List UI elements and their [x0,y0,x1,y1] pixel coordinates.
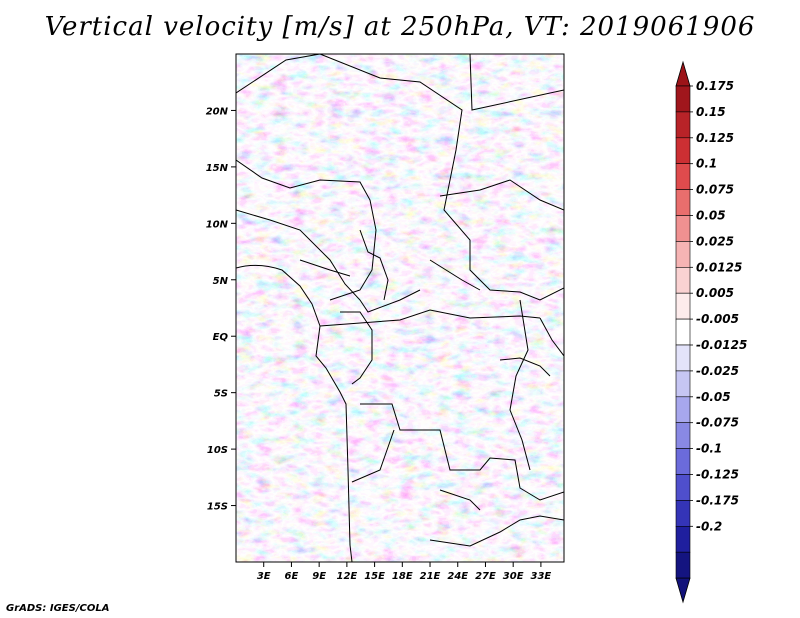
colorbar-bottom-arrow [675,577,691,604]
colorbar-swatch [675,137,691,165]
colorbar-label: 0.005 [696,286,734,300]
colorbar-swatch [675,189,691,216]
y-tick-label: 5N [213,276,229,287]
x-tick-label: 21E [420,571,441,582]
y-tick-label: 10N [206,219,229,230]
colorbar-label: -0.0125 [696,338,747,352]
colorbar-label: 0.175 [696,79,734,93]
colorbar-label: 0.125 [696,131,734,145]
colorbar-label: -0.05 [696,390,731,404]
colorbar-top-arrow [675,60,691,87]
colorbar-swatch [675,85,691,113]
colorbar-swatch [675,370,691,398]
country-borders [236,54,564,562]
grads-credit: GrADS: IGES/COLA [6,603,110,614]
colorbar-label: 0.05 [696,209,726,223]
colorbar-swatch [675,241,691,268]
colorbar-label: 0.15 [696,105,726,119]
colorbar-swatch [675,474,691,501]
colorbar-swatch [675,500,691,527]
colorbar-swatch [675,266,691,294]
velocity-field [236,54,564,562]
y-tick-label: 15S [207,502,228,513]
colorbar-swatch [675,292,691,320]
colorbar-swatch [675,396,691,423]
x-tick-label: 27E [475,571,496,582]
colorbar-swatch [675,344,691,372]
colorbar-label: -0.025 [696,364,739,378]
y-tick-label: EQ [213,332,229,343]
y-axis: 20N 15N 10N 5N EQ 5S 10S 15S [206,106,236,513]
y-tick-label: 10S [207,445,228,456]
colorbar-swatch [675,163,691,190]
colorbar-label: 0.075 [696,183,734,197]
colorbar-label: -0.125 [696,468,739,482]
y-tick-label: 20N [206,106,229,117]
colorbar-swatch [675,318,691,346]
colorbar-swatch [675,525,691,553]
x-tick-label: 24E [447,571,468,582]
x-tick-label: 30E [503,571,524,582]
y-tick-label: 15N [206,163,229,174]
x-tick-label: 3E [257,571,271,582]
colorbar-label: -0.075 [696,416,739,430]
colorbar: 0.175 0.15 0.125 0.1 0.075 0.05 0.025 0.0125 0.0… [675,60,747,604]
colorbar-label: -0.1 [696,442,722,456]
x-tick-label: 6E [285,571,299,582]
y-tick-label: 5S [214,389,228,400]
chart-title: Vertical velocity [m/s] at 250hPa, VT: 2… [44,12,756,42]
colorbar-swatch [675,551,691,579]
x-tick-label: 18E [392,571,413,582]
x-axis: 3E 6E 9E 12E 15E 18E 21E 24E 27E 30E 33E [257,562,552,582]
colorbar-label: 0.025 [696,234,734,248]
colorbar-label: 0.0125 [696,260,742,274]
colorbar-label: -0.2 [696,519,722,533]
colorbar-swatch [675,448,691,475]
x-tick-label: 15E [364,571,385,582]
colorbar-swatch [675,215,691,242]
plot-frame [235,53,565,563]
colorbar-swatch [675,422,691,449]
colorbar-label: -0.175 [696,493,739,507]
colorbar-label: 0.1 [696,157,717,171]
x-tick-label: 12E [336,571,357,582]
colorbar-swatch [675,111,691,139]
x-tick-label: 9E [312,571,326,582]
x-tick-label: 33E [531,571,552,582]
colorbar-label: -0.005 [696,312,739,326]
